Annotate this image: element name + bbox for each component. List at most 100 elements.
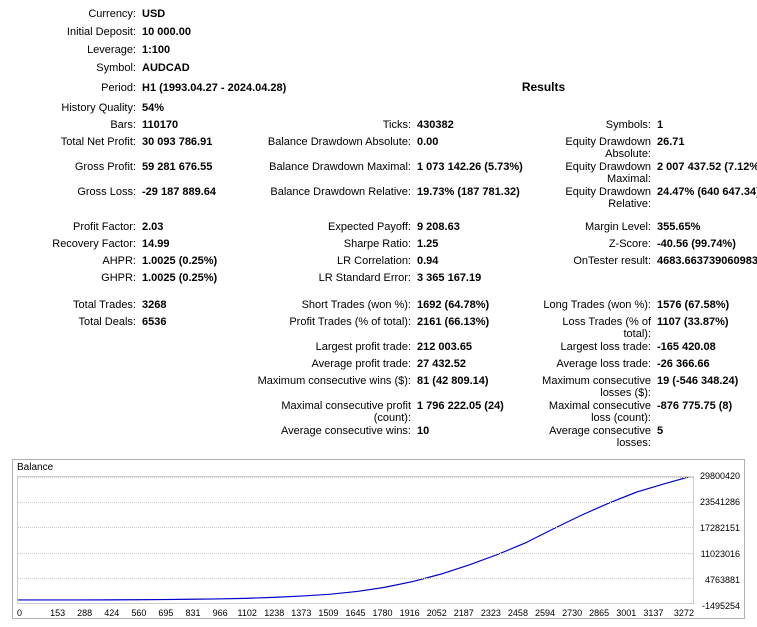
- chart-x-tick: 560: [125, 608, 152, 618]
- chart-y-tick: -1495254: [702, 601, 740, 611]
- stat-value: [142, 375, 242, 399]
- chart-y-tick: 4763881: [705, 575, 740, 585]
- deposit-label: Initial Deposit:: [12, 26, 142, 38]
- stat-label: Margin Level:: [537, 221, 657, 237]
- chart-x-tick: 831: [179, 608, 206, 618]
- stat-value: 3 365 167.19: [417, 272, 537, 288]
- stat-label: Recovery Factor:: [12, 238, 142, 254]
- stat-row: Maximal consecutive profit (count):1 796…: [12, 400, 745, 424]
- stat-label: Equity Drawdown Absolute:: [537, 136, 657, 160]
- chart-x-tick: 2323: [477, 608, 504, 618]
- stat-row: GHPR:1.0025 (0.25%)LR Standard Error:3 3…: [12, 272, 745, 288]
- stats-block-2: Profit Factor:2.03Expected Payoff:9 208.…: [12, 221, 745, 288]
- stat-value: 1576 (67.58%): [657, 299, 757, 315]
- leverage-value: 1:100: [142, 44, 745, 56]
- stat-value: 1107 (33.87%): [657, 316, 757, 340]
- stat-value: 5: [657, 425, 757, 449]
- stat-label: OnTester result:: [537, 255, 657, 271]
- chart-y-tick: 29800420: [700, 471, 740, 481]
- stat-value: [657, 272, 757, 288]
- stat-label: Equity Drawdown Relative:: [537, 186, 657, 210]
- stat-label: Equity Drawdown Maximal:: [537, 161, 657, 185]
- stat-label: Average profit trade:: [242, 358, 417, 374]
- stat-label: [242, 102, 417, 118]
- chart-x-tick: 424: [98, 608, 125, 618]
- stat-row: Total Trades:3268Short Trades (won %):16…: [12, 299, 745, 315]
- chart-x-axis: 0153288424560695831966110212381373150916…: [17, 608, 694, 618]
- chart-y-tick: 23541286: [700, 497, 740, 507]
- chart-x-tick: 0: [17, 608, 44, 618]
- chart-x-tick: 1645: [342, 608, 369, 618]
- stat-label: Maximal consecutive loss (count):: [537, 400, 657, 424]
- stat-row: Profit Factor:2.03Expected Payoff:9 208.…: [12, 221, 745, 237]
- chart-x-tick: 2730: [559, 608, 586, 618]
- stat-label: [12, 375, 142, 399]
- symbol-value: AUDCAD: [142, 62, 745, 74]
- stat-value: 3268: [142, 299, 242, 315]
- stat-value: 59 281 676.55: [142, 161, 242, 185]
- stat-label: [12, 400, 142, 424]
- stat-label: Balance Drawdown Absolute:: [242, 136, 417, 160]
- stat-label: [537, 102, 657, 118]
- stat-label: Average consecutive wins:: [242, 425, 417, 449]
- stat-row: Average profit trade:27 432.52Average lo…: [12, 358, 745, 374]
- results-title: Results: [342, 80, 745, 94]
- stat-label: Balance Drawdown Relative:: [242, 186, 417, 210]
- chart-x-tick: 1373: [288, 608, 315, 618]
- chart-x-tick: 2865: [586, 608, 613, 618]
- stat-row: Recovery Factor:14.99Sharpe Ratio:1.25Z-…: [12, 238, 745, 254]
- chart-x-tick: 3272: [667, 608, 694, 618]
- chart-y-tick: 11023016: [701, 549, 740, 559]
- stat-label: Long Trades (won %):: [537, 299, 657, 315]
- stat-label: [12, 425, 142, 449]
- chart-x-tick: 966: [207, 608, 234, 618]
- stat-value: 1692 (64.78%): [417, 299, 537, 315]
- stat-label: Maximum consecutive losses ($):: [537, 375, 657, 399]
- chart-x-tick: 2052: [423, 608, 450, 618]
- stat-value: 14.99: [142, 238, 242, 254]
- stat-value: -26 366.66: [657, 358, 757, 374]
- stat-value: 212 003.65: [417, 341, 537, 357]
- stat-label: LR Standard Error:: [242, 272, 417, 288]
- stat-label: Bars:: [12, 119, 142, 135]
- stat-row: Gross Profit:59 281 676.55Balance Drawdo…: [12, 161, 745, 185]
- stat-value: [142, 358, 242, 374]
- stat-label: History Quality:: [12, 102, 142, 118]
- stat-value: [417, 102, 537, 118]
- stat-label: Gross Profit:: [12, 161, 142, 185]
- stat-value: 110170: [142, 119, 242, 135]
- chart-y-tick: 17282151: [700, 523, 740, 533]
- stat-label: Gross Loss:: [12, 186, 142, 210]
- stat-value: 2.03: [142, 221, 242, 237]
- stat-value: [657, 102, 757, 118]
- stat-label: [12, 358, 142, 374]
- stat-label: Largest loss trade:: [537, 341, 657, 357]
- stat-row: History Quality:54%: [12, 102, 745, 118]
- deposit-value: 10 000.00: [142, 26, 745, 38]
- stat-value: 2 007 437.52 (7.12%): [657, 161, 757, 185]
- stat-row: Bars:110170Ticks:430382Symbols:1: [12, 119, 745, 135]
- stat-label: [12, 341, 142, 357]
- period-value: H1 (1993.04.27 - 2024.04.28): [142, 82, 342, 94]
- chart-x-tick: 3001: [613, 608, 640, 618]
- stat-value: 1 796 222.05 (24): [417, 400, 537, 424]
- stat-value: 24.47% (640 647.34): [657, 186, 757, 210]
- stat-label: Total Trades:: [12, 299, 142, 315]
- leverage-label: Leverage:: [12, 44, 142, 56]
- period-label: Period:: [12, 82, 142, 94]
- stat-label: Symbols:: [537, 119, 657, 135]
- stat-label: Balance Drawdown Maximal:: [242, 161, 417, 185]
- stat-label: Sharpe Ratio:: [242, 238, 417, 254]
- chart-x-tick: 1916: [396, 608, 423, 618]
- chart-x-tick: 1509: [315, 608, 342, 618]
- stats-block-3: Total Trades:3268Short Trades (won %):16…: [12, 299, 745, 449]
- stat-value: 26.71: [657, 136, 757, 160]
- chart-x-tick: 153: [44, 608, 71, 618]
- stat-value: 10: [417, 425, 537, 449]
- stat-value: 1: [657, 119, 757, 135]
- stat-row: Largest profit trade:212 003.65Largest l…: [12, 341, 745, 357]
- chart-x-tick: 2458: [504, 608, 531, 618]
- stat-label: [537, 272, 657, 288]
- stat-row: AHPR:1.0025 (0.25%)LR Correlation:0.94On…: [12, 255, 745, 271]
- stat-row: Gross Loss:-29 187 889.64Balance Drawdow…: [12, 186, 745, 210]
